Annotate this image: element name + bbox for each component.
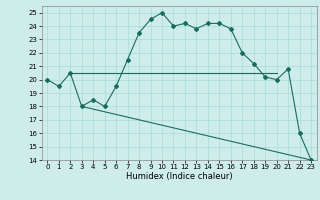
X-axis label: Humidex (Indice chaleur): Humidex (Indice chaleur): [126, 172, 233, 181]
